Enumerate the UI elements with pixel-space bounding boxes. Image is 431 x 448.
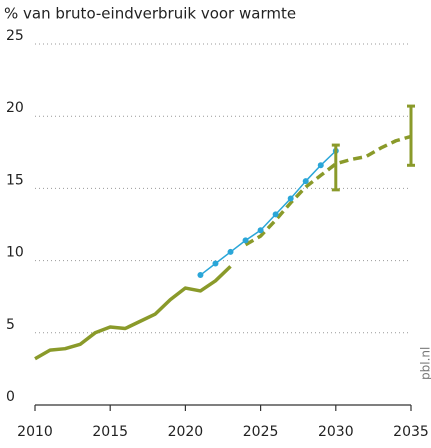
line [244,134,412,247]
line [34,265,232,361]
y-tick-label: 25 [6,28,24,44]
point [317,162,324,169]
point [302,178,309,185]
point [272,211,279,218]
y-tick-label: 0 [6,389,15,405]
watermark: pbl.nl [419,347,431,380]
point [287,195,294,202]
point [212,260,219,267]
y-tick-label: 10 [6,245,24,261]
y-tick-label: 5 [6,317,15,333]
y-tick-label: 15 [6,172,24,188]
point [257,227,264,234]
point [242,237,249,244]
x-tick-label: 2025 [243,424,279,440]
x-tick-label: 2010 [17,424,53,440]
point [227,248,234,255]
x-tick-label: 2030 [318,424,354,440]
x-tick-label: 2020 [168,424,204,440]
x-tick-label: 2035 [393,424,429,440]
line [199,150,337,276]
chart-title: % van bruto-eindverbruik voor warmte [4,5,296,23]
point [197,272,204,279]
y-tick-label: 20 [6,100,24,116]
x-tick-label: 2015 [92,424,128,440]
